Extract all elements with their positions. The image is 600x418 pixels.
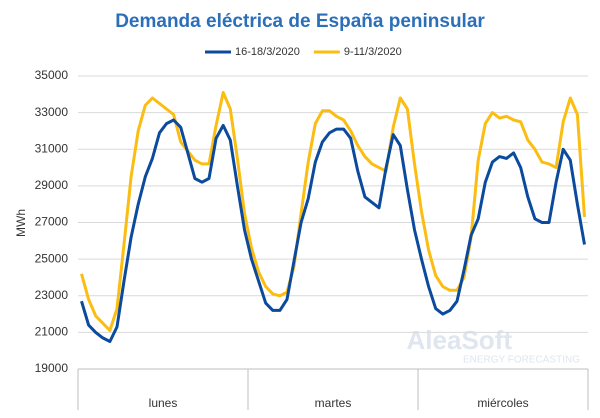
y-tick-label: 25000: [35, 251, 69, 265]
y-tick-label: 31000: [35, 141, 69, 155]
y-axis-label: MWh: [14, 209, 28, 237]
x-group-label: martes: [315, 396, 352, 410]
y-tick-label: 19000: [35, 361, 69, 375]
y-tick-label: 33000: [35, 105, 69, 119]
y-tick-label: 29000: [35, 178, 69, 192]
chart-title: Demanda eléctrica de España peninsular: [115, 11, 485, 32]
series-line: [80, 91, 586, 332]
y-tick-label: 23000: [35, 288, 69, 302]
y-tick-label: 35000: [35, 68, 69, 82]
x-group-label: lunes: [149, 396, 178, 410]
watermark: ENERGY FORECASTING: [463, 355, 580, 366]
watermark: AleaSoft: [407, 325, 513, 355]
series-line: [80, 118, 586, 343]
x-group-label: miércoles: [477, 396, 528, 410]
legend-label: 16-18/3/2020: [235, 46, 300, 58]
legend-label: 9-11/3/2020: [344, 46, 402, 58]
y-tick-label: 21000: [35, 325, 69, 339]
y-tick-label: 27000: [35, 215, 69, 229]
